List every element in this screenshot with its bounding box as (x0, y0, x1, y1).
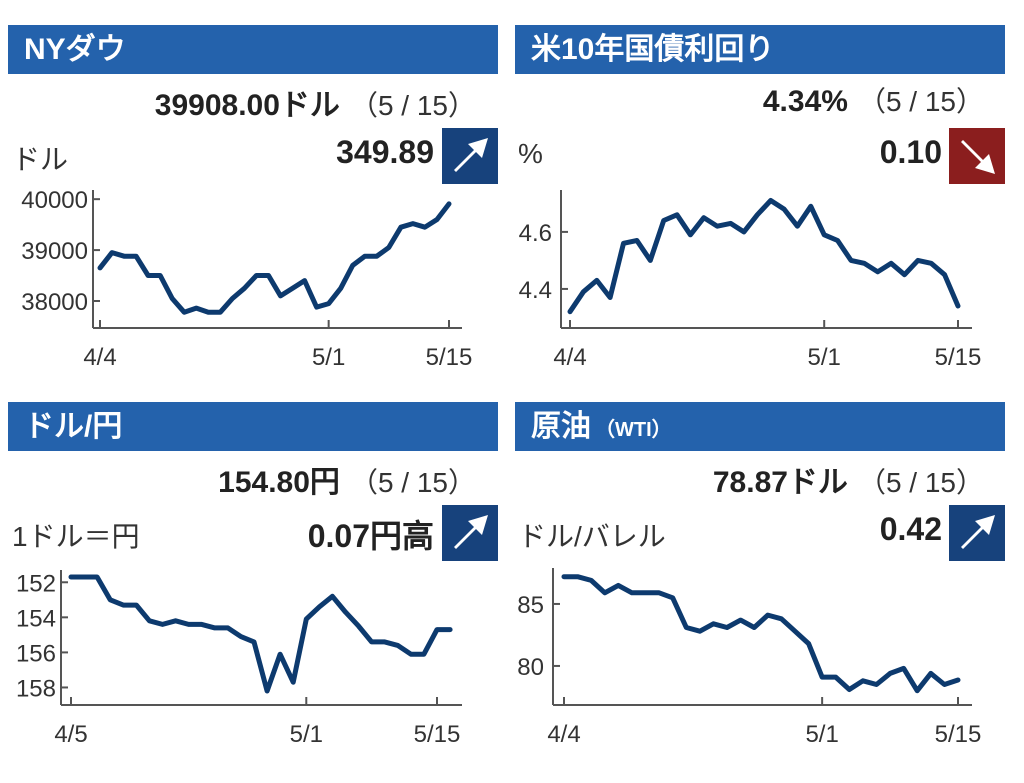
up-arrow-icon (949, 505, 1005, 561)
y-tick-label: 40000 (21, 187, 88, 214)
y-tick-label: 39000 (21, 238, 88, 265)
x-tick-label: 5/15 (935, 721, 982, 748)
up-arrow-icon (442, 128, 498, 184)
x-tick-label: 5/15 (935, 344, 982, 371)
usdjpy-change: 0.07円高 (307, 518, 434, 554)
y-tick-label: 158 (16, 675, 56, 702)
oil-title-sub: （WTI） (595, 419, 672, 441)
dow-unit: ドル (12, 144, 69, 175)
usdjpy-unit: 1ドル＝円 (12, 521, 140, 552)
usdjpy-date: （5 / 15） (349, 467, 476, 498)
series-line (567, 198, 961, 315)
dow-title: NYダウ (24, 33, 126, 66)
x-tick-label: 5/1 (805, 721, 838, 748)
treasury-change: 0.10 (879, 134, 942, 170)
treasury-value: 4.34% （5 / 15） (763, 80, 984, 120)
treasury-unit: % (518, 138, 543, 169)
y-tick-label: 154 (16, 605, 56, 632)
treasury-header: 米10年国債利回り (515, 25, 1005, 74)
oil-unit: ドル/バレル (518, 521, 666, 552)
x-tick-label: 4/4 (553, 344, 586, 371)
oil-date: （5 / 15） (857, 467, 984, 498)
y-tick-label: 156 (16, 640, 56, 667)
treasury-date: （5 / 15） (857, 86, 984, 117)
oil-value: 78.87ドル （5 / 15） (713, 457, 984, 501)
dow-change: 349.89 (336, 134, 434, 170)
y-tick-label: 85 (517, 592, 544, 619)
usdjpy-rate: 154.80円 (218, 466, 340, 499)
x-tick-label: 4/5 (54, 721, 87, 748)
oil-price: 78.87ドル (712, 466, 848, 499)
series-line (68, 574, 453, 694)
oil-change: 0.42 (879, 511, 942, 547)
y-tick-label: 152 (16, 570, 56, 597)
treasury-title: 米10年国債利回り (531, 33, 775, 66)
y-tick-label: 4.4 (519, 277, 552, 304)
x-tick-label: 5/15 (414, 721, 461, 748)
series-line (97, 201, 452, 315)
y-tick-label: 4.6 (519, 220, 552, 247)
usdjpy-header: ドル/円 (8, 402, 498, 451)
oil-title: 原油 (531, 410, 591, 443)
x-tick-label: 4/4 (547, 721, 580, 748)
dow-date: （5 / 15） (349, 90, 476, 121)
dow-price: 39908.00ドル (154, 89, 340, 122)
x-tick-label: 5/1 (808, 344, 841, 371)
usdjpy-title: ドル/円 (24, 410, 123, 443)
y-tick-label: 38000 (21, 289, 88, 316)
dow-header: NYダウ (8, 25, 498, 74)
dow-value: 39908.00ドル （5 / 15） (155, 80, 476, 124)
down-arrow-icon (949, 128, 1005, 184)
usdjpy-value: 154.80円 （5 / 15） (218, 457, 476, 501)
x-tick-label: 5/1 (290, 721, 323, 748)
up-arrow-icon (442, 505, 498, 561)
x-tick-label: 5/15 (426, 344, 473, 371)
x-tick-label: 4/4 (83, 344, 116, 371)
x-tick-label: 5/1 (312, 344, 345, 371)
y-tick-label: 80 (517, 654, 544, 681)
treasury-yield: 4.34% (762, 85, 848, 118)
oil-header: 原油 （WTI） (515, 402, 1005, 451)
series-line (561, 574, 961, 694)
